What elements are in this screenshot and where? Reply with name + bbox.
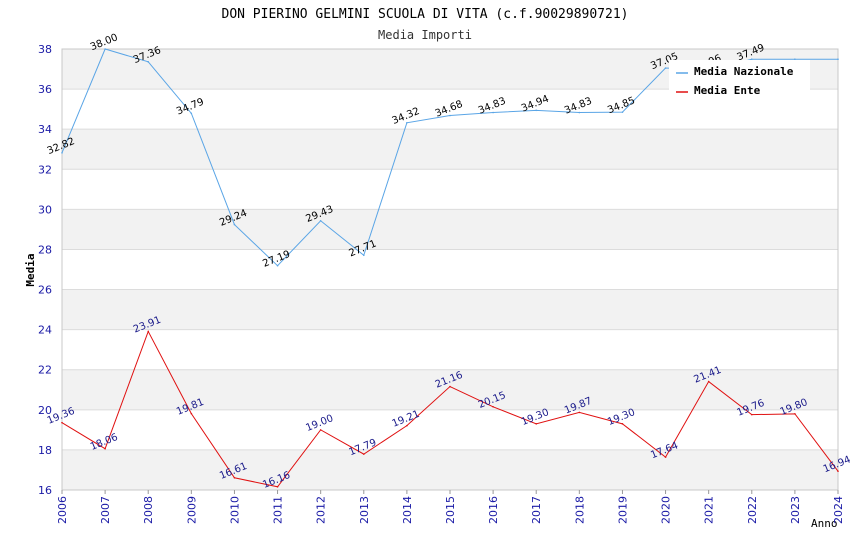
legend-box	[669, 60, 810, 101]
data-label: 34.94	[520, 94, 551, 115]
data-point	[621, 423, 624, 425]
x-tick-label: 2019	[616, 496, 629, 524]
data-point	[362, 453, 365, 455]
x-tick-label: 2022	[746, 496, 759, 524]
data-point	[61, 152, 63, 154]
y-tick-label: 26	[38, 284, 52, 297]
chart-subtitle: Media Importi	[378, 28, 472, 42]
x-tick-label: 2008	[142, 496, 155, 524]
x-tick-label: 2021	[703, 496, 716, 524]
data-point	[837, 470, 839, 472]
y-axis-ticks: 16 18 20 22 24 26 28 30 32 34 36 38	[38, 43, 52, 497]
y-tick-label: 30	[38, 203, 52, 216]
data-point	[578, 411, 581, 414]
data-label: 34.68	[434, 99, 465, 120]
x-axis-ticks: 2006 2007 2008 2009 2010 2011 2012 2013 2014 2015…	[56, 490, 845, 524]
x-tick-label: 2017	[530, 496, 543, 524]
legend-label: Media Nazionale	[694, 65, 794, 78]
y-tick-label: 16	[38, 484, 52, 497]
data-point	[319, 219, 322, 222]
data-point	[664, 456, 667, 458]
x-tick-label: 2016	[487, 496, 500, 524]
data-point	[664, 67, 667, 69]
data-point	[104, 48, 106, 50]
y-tick-label: 20	[38, 404, 52, 417]
y-tick-label: 22	[38, 364, 52, 377]
data-point	[147, 330, 150, 333]
x-tick-label: 2018	[573, 496, 586, 524]
data-point	[621, 111, 624, 113]
data-point	[750, 58, 753, 61]
data-label: 34.83	[563, 96, 594, 117]
grid-band	[62, 369, 838, 410]
data-point	[319, 429, 322, 431]
data-point	[233, 223, 236, 226]
grid-band	[62, 289, 838, 330]
data-point	[492, 111, 494, 114]
x-tick-label: 2023	[789, 496, 802, 524]
data-point	[190, 412, 193, 415]
data-point	[578, 111, 581, 114]
y-tick-label: 28	[38, 243, 52, 256]
data-point	[492, 406, 494, 408]
x-tick-label: 2011	[272, 496, 285, 524]
x-tick-label: 2012	[315, 496, 328, 524]
x-tick-label: 2010	[228, 496, 241, 524]
data-point	[449, 385, 451, 388]
x-tick-label: 2020	[660, 496, 673, 524]
data-point	[449, 114, 451, 117]
x-tick-label: 2013	[358, 496, 371, 524]
x-tick-label: 2007	[99, 496, 112, 524]
x-tick-label: 2015	[444, 496, 457, 524]
data-point	[406, 121, 408, 124]
data-point	[190, 112, 193, 115]
y-tick-label: 32	[38, 163, 52, 176]
legend: Media Nazionale Media Ente	[669, 60, 810, 101]
data-point	[147, 61, 150, 63]
data-labels: 32.8238.0037.3634.7929.2427.1929.4327.71…	[46, 32, 850, 491]
x-axis-label: Anno	[811, 517, 838, 530]
x-tick-label: 2014	[401, 496, 414, 524]
y-tick-label: 18	[38, 444, 52, 457]
x-tick-label: 2006	[56, 496, 69, 524]
data-point	[750, 413, 753, 416]
data-point	[276, 264, 279, 267]
data-point	[104, 447, 106, 450]
y-tick-label: 24	[38, 324, 52, 337]
data-point	[61, 421, 63, 424]
y-tick-label: 34	[38, 123, 52, 136]
legend-label: Media Ente	[694, 84, 761, 97]
y-tick-label: 38	[38, 43, 52, 56]
data-point	[794, 413, 796, 415]
data-point	[707, 380, 710, 383]
y-tick-label: 36	[38, 83, 52, 96]
chart-title: DON PIERINO GELMINI SCUOLA DI VITA (c.f.…	[222, 7, 629, 22]
data-point	[362, 254, 365, 257]
data-point	[794, 58, 796, 61]
data-point	[276, 485, 279, 488]
y-axis-label: Media	[24, 253, 37, 286]
grid-band	[62, 449, 838, 490]
data-point	[837, 58, 839, 61]
grid-band	[62, 209, 838, 250]
x-tick-label: 2009	[185, 496, 198, 524]
data-label: 34.83	[477, 96, 508, 117]
x-tick-label: 2024	[832, 496, 845, 524]
grid-band	[62, 129, 838, 170]
data-point	[535, 109, 538, 112]
data-point	[406, 424, 408, 427]
data-label: 27.19	[261, 249, 292, 270]
data-label: 34.32	[391, 106, 422, 127]
data-point	[535, 423, 538, 425]
data-point	[233, 476, 236, 479]
data-label: 34.85	[606, 95, 637, 116]
